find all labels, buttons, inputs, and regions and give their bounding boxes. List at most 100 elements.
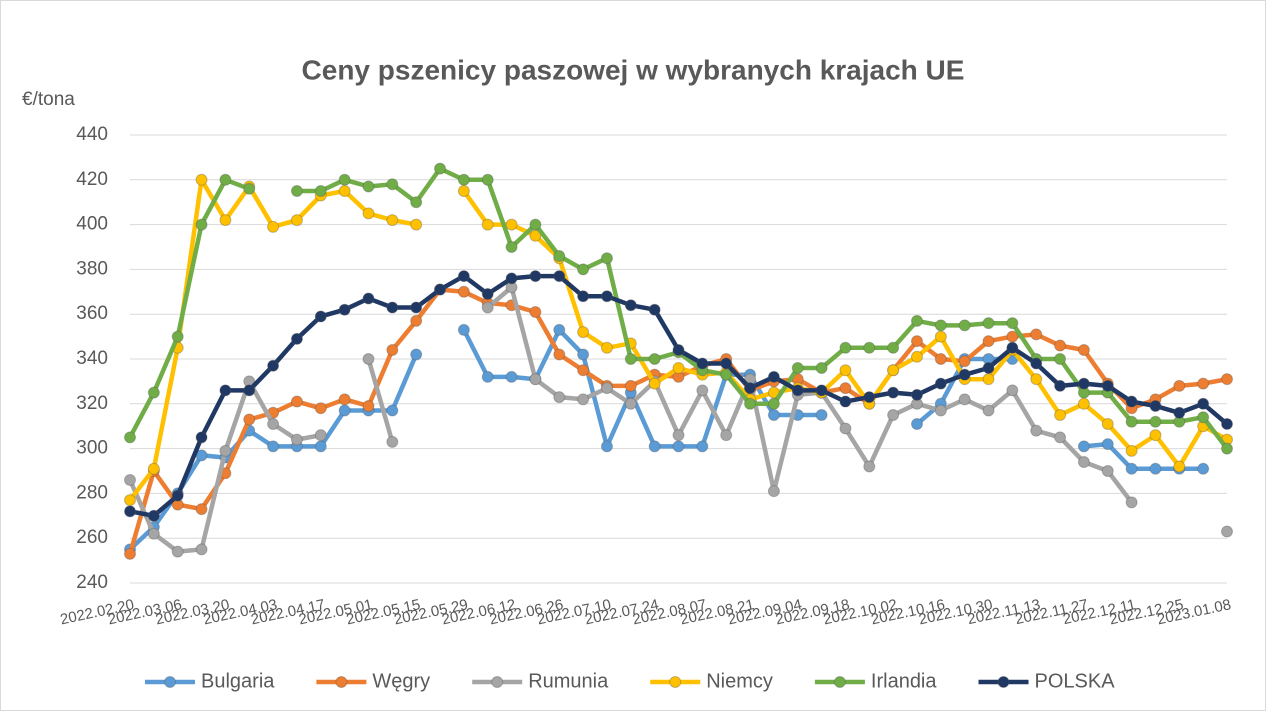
- data-point: [982, 373, 995, 386]
- legend-label: Niemcy: [706, 670, 773, 692]
- data-point: [243, 413, 256, 426]
- data-point: [505, 241, 518, 253]
- data-point: [195, 503, 208, 516]
- data-point: [529, 229, 542, 242]
- data-point: [147, 462, 160, 475]
- legend-item: Irlandia: [814, 670, 937, 692]
- data-point: [219, 384, 232, 397]
- data-point: [600, 382, 613, 395]
- data-point: [1054, 339, 1067, 352]
- data-point: [410, 218, 423, 231]
- data-point: [147, 527, 160, 540]
- data-point: [314, 310, 327, 323]
- data-point: [1197, 462, 1210, 475]
- data-point: [577, 263, 590, 276]
- data-point: [553, 270, 566, 283]
- data-point: [1030, 357, 1043, 370]
- data-point: [529, 270, 542, 283]
- legend-item: POLSKA: [978, 670, 1115, 692]
- data-point: [434, 162, 447, 175]
- data-point: [887, 364, 900, 377]
- data-point: [362, 400, 375, 413]
- data-point: [720, 368, 733, 381]
- data-point: [386, 404, 399, 417]
- y-tick-label: 360: [76, 303, 108, 324]
- data-point: [314, 429, 327, 442]
- data-point: [600, 341, 613, 354]
- data-point: [672, 344, 685, 357]
- data-point: [457, 270, 470, 283]
- legend-marker: [491, 676, 504, 688]
- data-point: [839, 382, 852, 395]
- data-point: [219, 173, 232, 186]
- y-tick-label: 240: [76, 572, 108, 593]
- data-point: [457, 173, 470, 186]
- data-point: [410, 348, 423, 361]
- series: [124, 270, 1233, 522]
- data-point: [1149, 415, 1162, 428]
- data-point: [839, 422, 852, 435]
- data-point: [1197, 397, 1210, 410]
- data-point: [124, 547, 136, 560]
- y-tick-label: 440: [76, 124, 108, 145]
- data-point: [457, 285, 470, 298]
- data-point: [410, 196, 423, 209]
- data-point: [290, 332, 303, 345]
- data-point: [290, 433, 303, 446]
- data-point: [386, 344, 399, 357]
- data-point: [243, 384, 256, 397]
- data-point: [1173, 406, 1186, 419]
- data-point: [1197, 377, 1210, 390]
- data-point: [314, 440, 327, 453]
- data-point: [338, 393, 351, 406]
- data-point: [767, 370, 780, 383]
- data-point: [1006, 330, 1019, 343]
- data-point: [195, 543, 208, 556]
- data-point: [553, 323, 566, 336]
- data-point: [1149, 429, 1162, 442]
- data-point: [195, 218, 208, 231]
- data-point: [1125, 444, 1138, 457]
- data-point: [1149, 462, 1162, 475]
- legend-label: Węgry: [372, 670, 430, 692]
- data-point: [863, 460, 876, 473]
- data-point: [219, 214, 232, 227]
- data-point: [1101, 465, 1114, 477]
- data-point: [958, 319, 971, 332]
- data-point: [553, 391, 566, 404]
- data-point: [1077, 377, 1090, 390]
- data-point: [553, 348, 566, 361]
- data-point: [910, 417, 923, 430]
- data-point: [624, 299, 637, 312]
- legend-item: Rumunia: [472, 670, 609, 692]
- data-point: [1054, 353, 1067, 365]
- data-point: [195, 173, 208, 186]
- data-point: [267, 359, 280, 372]
- data-point: [600, 290, 613, 303]
- data-point: [1054, 409, 1067, 421]
- data-point: [481, 301, 494, 314]
- data-point: [600, 440, 613, 453]
- data-point: [958, 368, 971, 381]
- data-point: [362, 180, 375, 193]
- data-point: [195, 431, 208, 444]
- y-tick-label: 400: [76, 214, 108, 235]
- data-point: [839, 395, 852, 408]
- data-point: [338, 185, 351, 197]
- data-point: [457, 323, 470, 336]
- data-point: [1221, 442, 1233, 455]
- data-point: [338, 303, 351, 316]
- data-point: [147, 386, 160, 399]
- data-point: [958, 393, 971, 406]
- data-point: [1030, 328, 1043, 341]
- y-tick-label: 380: [76, 258, 108, 279]
- data-point: [171, 489, 184, 502]
- data-point: [1006, 317, 1019, 330]
- data-point: [982, 361, 995, 374]
- data-point: [481, 173, 494, 186]
- data-point: [744, 382, 757, 395]
- data-point: [267, 220, 280, 233]
- data-point: [648, 377, 661, 390]
- series: [124, 162, 1233, 455]
- y-tick-label: 260: [76, 527, 108, 548]
